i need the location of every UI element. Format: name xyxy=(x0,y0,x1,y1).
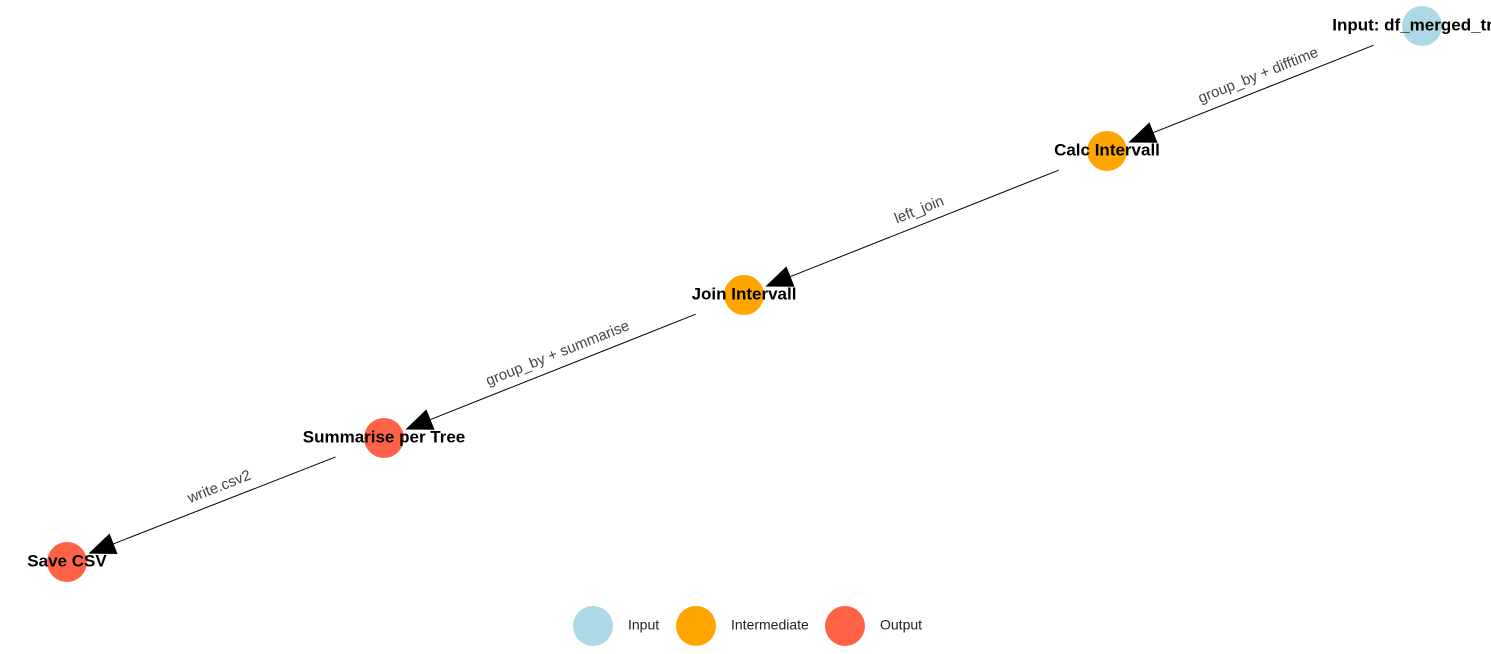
legend-item-output: Output xyxy=(825,606,922,646)
edge-join-to-summarise: group_by + summarise xyxy=(405,313,696,430)
node-circle xyxy=(1087,131,1127,171)
node-label: Summarise per Tree xyxy=(303,427,466,446)
node-save[interactable]: Save CSV xyxy=(27,542,107,582)
edge-input-to-calc: group_by + difftime xyxy=(1128,44,1374,143)
legend-label: Input xyxy=(628,617,659,633)
node-calc[interactable]: Calc Intervall xyxy=(1054,131,1160,171)
edge-line xyxy=(430,313,696,421)
arrowhead-icon xyxy=(765,266,795,287)
edge-label-group-by-difftime: group_by + difftime xyxy=(1196,44,1321,107)
node-label: Input: df_merged_tree xyxy=(1332,15,1491,34)
edge-line xyxy=(113,456,336,545)
legend-swatch xyxy=(676,606,716,646)
legend-item-input: Input xyxy=(573,606,659,646)
edge-label-group-by-summarise: group_by + summarise xyxy=(483,317,631,389)
edge-label-write-csv2: write.csv2 xyxy=(184,467,253,507)
node-summarise[interactable]: Summarise per Tree xyxy=(303,418,466,458)
legend-item-intermediate: Intermediate xyxy=(676,606,809,646)
legend: Input Intermediate Output xyxy=(573,606,922,646)
nodes-layer: Input: df_merged_tree Calc Intervall Join … xyxy=(27,6,1491,582)
node-circle xyxy=(1402,6,1442,46)
node-label: Save CSV xyxy=(27,551,107,570)
node-circle xyxy=(364,418,404,458)
arrowhead-icon xyxy=(88,533,118,555)
legend-swatch xyxy=(573,606,613,646)
arrowhead-icon xyxy=(1128,122,1158,143)
node-circle xyxy=(47,542,87,582)
node-label: Join Intervall xyxy=(692,284,797,303)
edge-calc-to-join: left_join xyxy=(765,169,1059,287)
edge-summarise-to-save: write.csv2 xyxy=(88,456,336,555)
edge-line xyxy=(790,169,1059,278)
node-label: Calc Intervall xyxy=(1054,140,1160,159)
arrowhead-icon xyxy=(405,409,435,430)
edge-line xyxy=(1153,44,1374,134)
legend-label: Output xyxy=(880,617,922,633)
node-circle xyxy=(724,275,764,315)
node-join[interactable]: Join Intervall xyxy=(692,275,797,315)
node-input[interactable]: Input: df_merged_tree xyxy=(1332,6,1491,46)
edge-label-left-join: left_join xyxy=(892,192,946,227)
legend-swatch xyxy=(825,606,865,646)
legend-label: Intermediate xyxy=(731,617,809,633)
